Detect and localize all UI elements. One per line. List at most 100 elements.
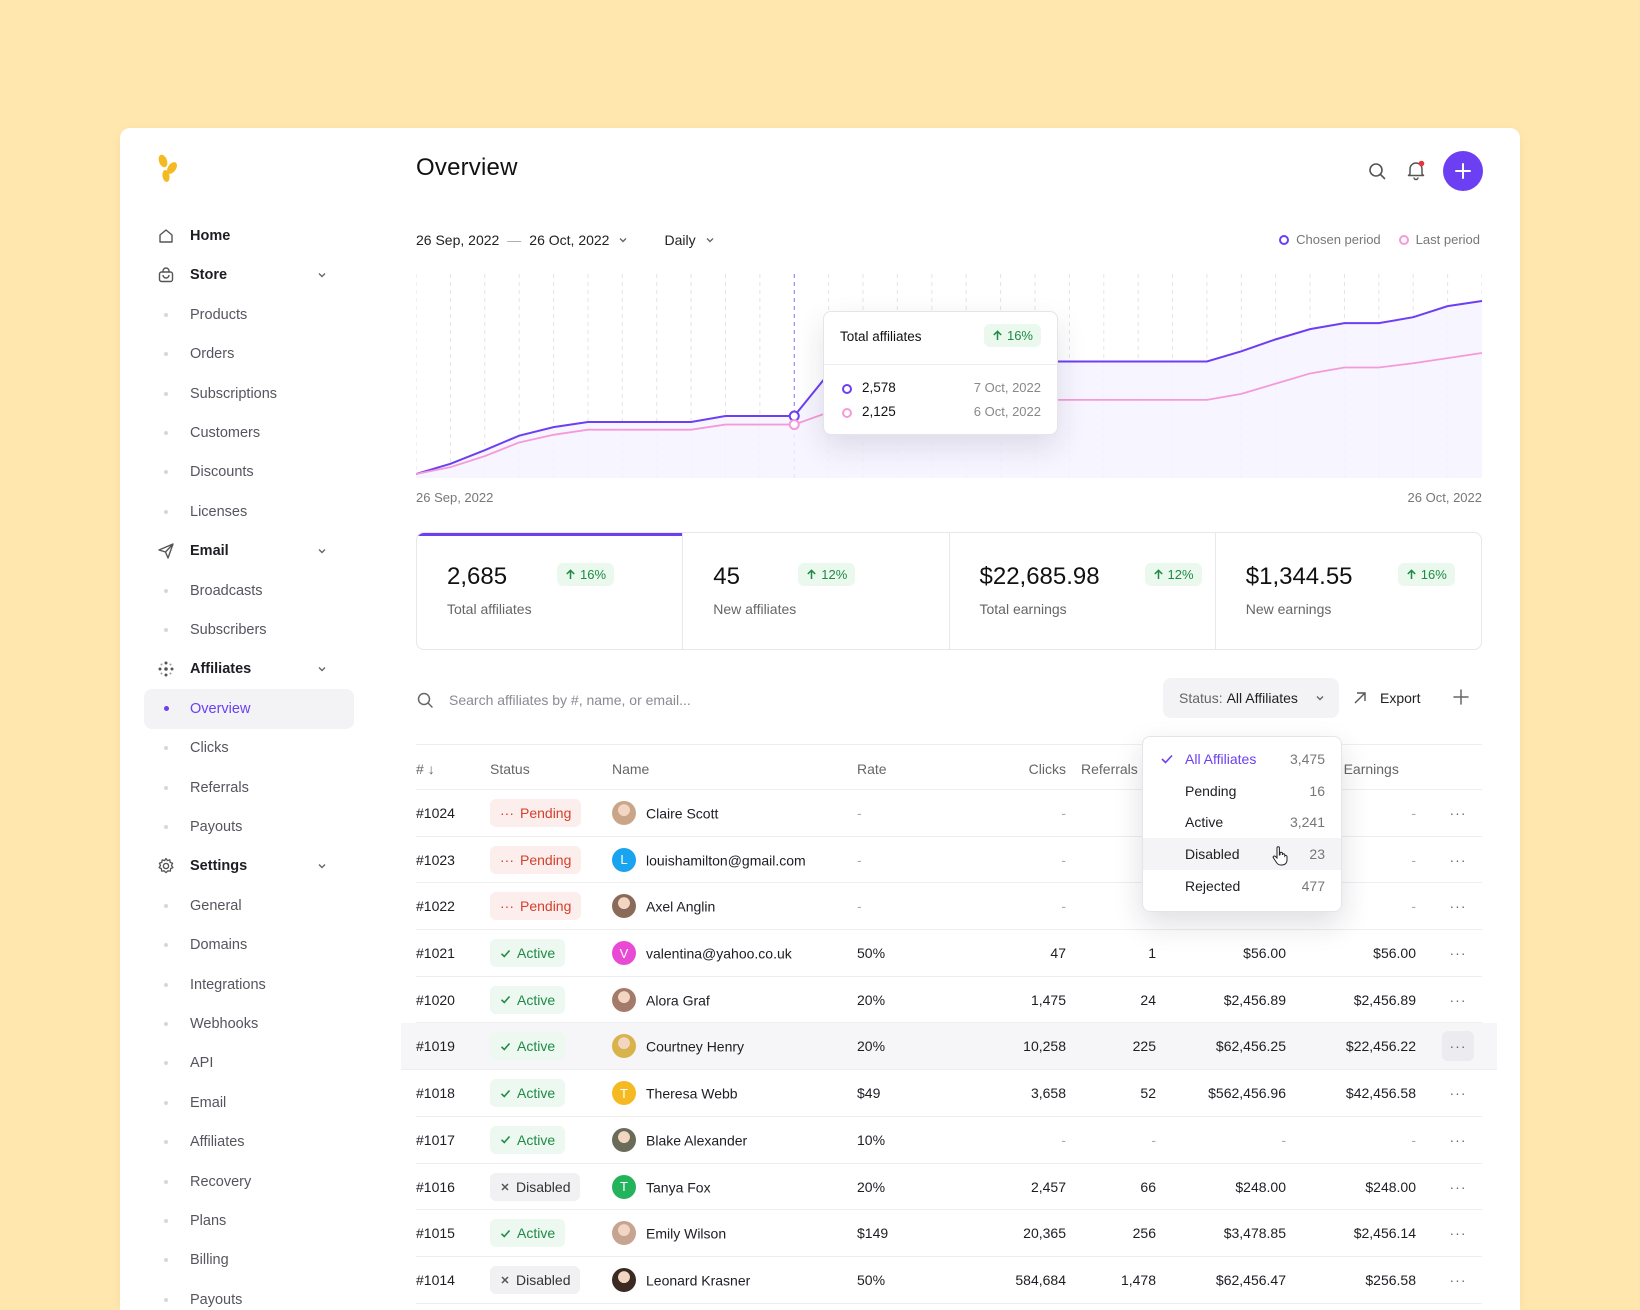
row-actions[interactable]: ··· [1442, 992, 1474, 1008]
sidebar-item-subscribers[interactable]: Subscribers [144, 610, 354, 650]
row-actions[interactable]: ··· [1442, 1272, 1474, 1288]
interval-label: Daily [664, 232, 696, 248]
sidebar-item-overview[interactable]: Overview [144, 688, 354, 729]
table-row[interactable]: #1019 Active Courtney Henry 20% 10,258 225 $62… [401, 1023, 1497, 1071]
affiliate-name: Claire Scott [646, 805, 719, 822]
stat-card[interactable]: $1,344.55 16% New earnings [1214, 533, 1481, 649]
table-row[interactable]: #1020 Active Alora Graf 20% 1,475 24 $2,456.89… [416, 977, 1482, 1024]
stat-value: 45 [713, 563, 740, 590]
dropdown-option-pending[interactable]: Pending 16 [1143, 775, 1341, 807]
row-actions[interactable]: ··· [1442, 1085, 1474, 1101]
sidebar-item-settings[interactable]: Settings [144, 846, 354, 886]
dropdown-option-rejected[interactable]: Rejected 477 [1143, 870, 1341, 902]
date-range-picker[interactable]: 26 Sep, 2022 — 26 Oct, 2022 [416, 232, 628, 248]
sidebar-item-payouts[interactable]: Payouts [144, 1280, 354, 1310]
col-rate-header[interactable]: Rate [857, 761, 887, 777]
stat-card[interactable]: 2,685 16% Total affiliates [417, 533, 683, 649]
table-row[interactable]: #1018 Active T Theresa Webb $49 3,658 52 $562,4… [416, 1070, 1482, 1117]
sidebar-item-label: Payouts [190, 819, 243, 835]
sidebar-item-payouts[interactable]: Payouts [144, 807, 354, 847]
sidebar-item-licenses[interactable]: Licenses [144, 492, 354, 532]
sidebar-item-email[interactable]: Email [144, 1083, 354, 1123]
col-name-header[interactable]: Name [612, 761, 650, 777]
row-actions[interactable]: ··· [1442, 1031, 1474, 1062]
dropdown-option-disabled[interactable]: Disabled 23 [1143, 838, 1341, 870]
sidebar-item-customers[interactable]: Customers [144, 413, 354, 453]
sidebar-item-webhooks[interactable]: Webhooks [144, 1004, 354, 1044]
sidebar-item-affiliates[interactable]: Affiliates [144, 649, 354, 689]
cell-rate: 20% [857, 1178, 886, 1195]
row-actions[interactable]: ··· [1442, 1179, 1474, 1195]
chart-tooltip: Total affiliates 16% 2,578 7 Oct, 2022 2… [823, 311, 1058, 435]
sidebar-item-referrals[interactable]: Referrals [144, 768, 354, 808]
chevron-down-icon[interactable] [316, 545, 328, 557]
cell-referrals: 24 [1140, 991, 1156, 1008]
chevron-down-icon[interactable] [316, 663, 328, 675]
bell-icon[interactable] [1405, 159, 1427, 181]
sidebar-item-email[interactable]: Email [144, 531, 354, 571]
row-actions[interactable]: ··· [1442, 1225, 1474, 1241]
row-actions[interactable]: ··· [1442, 945, 1474, 961]
sidebar-bullet [164, 1179, 168, 1184]
col-clicks-header[interactable]: Clicks [1028, 761, 1066, 777]
dropdown-option-active[interactable]: Active 3,241 [1143, 806, 1341, 838]
sidebar-item-plans[interactable]: Plans [144, 1201, 354, 1241]
sidebar-item-clicks[interactable]: Clicks [144, 728, 354, 768]
status-filter-button[interactable]: Status: All Affiliates [1163, 678, 1339, 718]
sidebar-item-subscriptions[interactable]: Subscriptions [144, 374, 354, 414]
x-axis-start-label: 26 Sep, 2022 [416, 490, 494, 505]
sidebar-item-billing[interactable]: Billing [144, 1240, 354, 1280]
sidebar-item-label: Billing [190, 1252, 229, 1269]
sidebar-item-integrations[interactable]: Integrations [144, 965, 354, 1005]
more-icon: ··· [1449, 1271, 1467, 1288]
cell-earnings: $62,456.25 [1215, 1038, 1286, 1055]
table-row[interactable]: #1016 Disabled T Tanya Fox 20% 2,457 66 $248.00… [416, 1164, 1482, 1211]
sidebar-bullet [164, 1140, 168, 1145]
col-status-header[interactable]: Status [490, 761, 530, 777]
table-row[interactable]: #1014 Disabled Leonard Krasner 50% 584,684 1,… [416, 1257, 1482, 1304]
export-button[interactable]: Export [1352, 678, 1420, 718]
interval-select[interactable]: Daily [664, 232, 714, 248]
sidebar-item-api[interactable]: API [144, 1043, 354, 1083]
col-id-header[interactable]: # ↓ [416, 761, 435, 777]
sidebar-item-discounts[interactable]: Discounts [144, 452, 354, 492]
data-point-last[interactable] [788, 419, 800, 431]
sidebar-item-orders[interactable]: Orders [144, 334, 354, 374]
sidebar-item-general[interactable]: General [144, 886, 354, 926]
search-input[interactable] [449, 692, 949, 708]
add-button[interactable] [1443, 151, 1483, 191]
chevron-down-icon[interactable] [316, 269, 328, 281]
cell-paid-earnings: $256.58 [1365, 1271, 1416, 1288]
add-column-icon[interactable] [1452, 688, 1470, 706]
row-actions[interactable]: ··· [1442, 805, 1474, 821]
row-actions[interactable]: ··· [1442, 1132, 1474, 1148]
sidebar-item-domains[interactable]: Domains [144, 925, 354, 965]
search-icon[interactable] [1367, 161, 1387, 181]
table-row[interactable]: #1017 Active Blake Alexander 10% - - - - ··· [416, 1117, 1482, 1164]
stat-card[interactable]: $22,685.98 12% Total earnings [948, 533, 1215, 649]
cell-status: ··· Pending [490, 892, 582, 921]
col-referrals-header[interactable]: Referrals [1081, 761, 1138, 777]
stat-label: Total earnings [979, 601, 1067, 617]
sidebar-item-store[interactable]: Store [144, 255, 354, 295]
dropdown-option-all-affiliates[interactable]: All Affiliates 3,475 [1143, 743, 1341, 775]
sidebar-item-home[interactable]: Home [144, 216, 354, 256]
sidebar-item-broadcasts[interactable]: Broadcasts [144, 571, 354, 611]
table-row[interactable]: #1015 Active Emily Wilson $149 20,365 256 $3,4… [416, 1210, 1482, 1257]
avatar [612, 987, 636, 1012]
row-actions[interactable]: ··· [1442, 852, 1474, 868]
sidebar-item-affiliates[interactable]: Affiliates [144, 1122, 354, 1162]
sidebar-item-products[interactable]: Products [144, 295, 354, 335]
chevron-down-icon[interactable] [316, 860, 328, 872]
sidebar-bullet [164, 628, 168, 632]
check-icon [500, 1042, 511, 1051]
stat-card[interactable]: 45 12% New affiliates [682, 533, 948, 649]
row-actions[interactable]: ··· [1442, 898, 1474, 914]
hand-cursor-icon [1272, 846, 1288, 866]
tooltip-chosen-value: 2,578 [862, 380, 896, 395]
sidebar-item-recovery[interactable]: Recovery [144, 1162, 354, 1202]
sidebar-item-label: Overview [190, 700, 251, 717]
